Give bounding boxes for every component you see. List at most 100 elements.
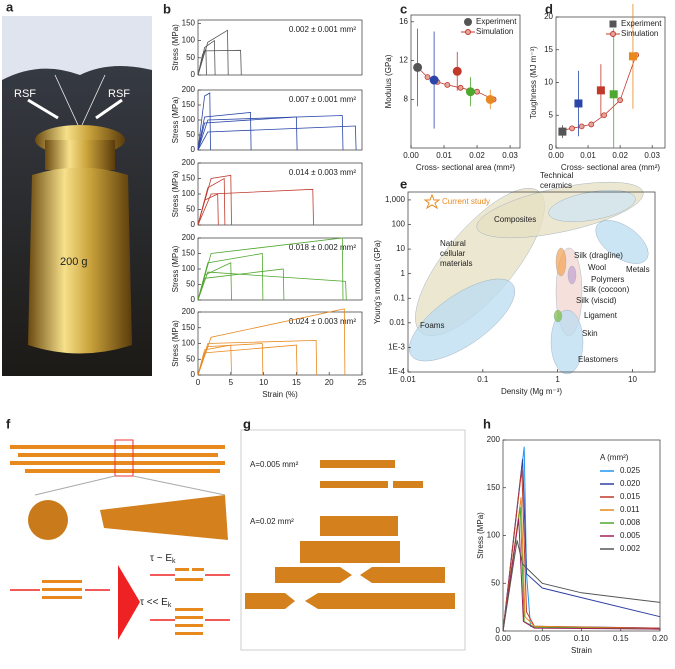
x-axis-label: Strain (%) xyxy=(262,390,298,399)
annotation: 0.007 ± 0.001 mm² xyxy=(289,95,356,104)
tau-label: τ << Ek xyxy=(140,597,172,609)
region-label: Technical xyxy=(540,171,574,180)
region-label: Ligament xyxy=(584,311,618,320)
x-tick-label: 10 xyxy=(628,375,637,384)
x-tick-label: 0.20 xyxy=(652,634,668,643)
y-tick-label: 100 xyxy=(182,115,196,124)
y-axis-label: Stress (MPa) xyxy=(171,24,180,71)
gloves xyxy=(2,16,152,80)
plot-frame xyxy=(410,14,521,149)
curve xyxy=(197,115,344,151)
x-tick-label: 0.1 xyxy=(477,375,489,384)
x-axis-label: Cross- sectional area (mm²) xyxy=(416,163,515,172)
region-label: Silk (viscid) xyxy=(576,296,617,305)
legend-label: 0.015 xyxy=(620,492,641,501)
simulation-point xyxy=(444,81,451,88)
panel-label: g xyxy=(243,416,251,431)
weight-neck xyxy=(45,140,115,170)
fiber xyxy=(245,593,455,609)
y-tick-label: 0 xyxy=(191,70,196,79)
simulation-point xyxy=(578,123,585,130)
x-tick-label: 0 xyxy=(196,378,201,387)
y-tick-label: 50 xyxy=(186,354,195,363)
region-label: Silk (dragline) xyxy=(574,251,623,260)
arrow xyxy=(95,98,123,120)
x-axis-label: Strain xyxy=(571,646,592,655)
region-label: Natural xyxy=(440,239,466,248)
curve xyxy=(197,174,232,226)
fiber xyxy=(393,481,423,488)
diagram-g: g A=0.005 mm² A=0.02 mm² xyxy=(240,416,466,651)
material-region xyxy=(550,309,584,375)
curve xyxy=(197,188,314,226)
fiber xyxy=(81,74,106,126)
y-tick-label: 1E-4 xyxy=(388,367,405,376)
panel-label: a xyxy=(6,0,14,14)
curve xyxy=(197,177,226,226)
legend-marker xyxy=(610,31,616,37)
simulation-point xyxy=(424,74,431,81)
bundle xyxy=(100,495,228,540)
curve xyxy=(197,125,357,151)
y-tick-label: 0 xyxy=(549,143,554,152)
legend-label: 0.025 xyxy=(620,466,641,475)
rsf-label: RSF xyxy=(108,88,130,100)
y-tick-label: 0.01 xyxy=(389,318,405,327)
simulation-point xyxy=(617,97,624,104)
y-tick-label: 200 xyxy=(182,233,196,242)
x-tick-label: 0.00 xyxy=(403,151,419,160)
annotation: 0.018 ± 0.002 mm² xyxy=(289,243,356,252)
y-tick-label: 200 xyxy=(182,307,196,316)
curve xyxy=(197,112,252,151)
region-label: Metals xyxy=(626,265,650,274)
curve xyxy=(197,92,211,151)
fiber xyxy=(320,460,395,468)
y-tick-label: 8 xyxy=(404,95,409,104)
x-tick-label: 0.01 xyxy=(580,151,596,160)
region-label: Current study xyxy=(442,197,490,206)
panel-label: e xyxy=(400,176,407,191)
simulation-point xyxy=(588,121,595,128)
y-tick-label: 50 xyxy=(186,130,195,139)
star xyxy=(423,193,441,210)
fiber xyxy=(300,541,400,563)
x-tick-label: 0.15 xyxy=(613,634,629,643)
x-tick-label: 0.03 xyxy=(502,151,518,160)
region-label: Composites xyxy=(494,215,536,224)
experiment-point xyxy=(596,86,605,95)
region-label: Silk (cocoon) xyxy=(583,285,630,294)
experiment-point xyxy=(609,90,618,99)
x-axis-label: Cross- sectional area (mm²) xyxy=(561,163,660,172)
panel-label: b xyxy=(163,1,171,16)
simulation-point xyxy=(569,125,575,132)
x-tick-label: 0.02 xyxy=(469,151,485,160)
y-tick-label: 100 xyxy=(487,531,501,540)
y-tick-label: 150 xyxy=(182,249,196,258)
region-label: Polymers xyxy=(591,275,624,284)
x-tick-label: 0.01 xyxy=(436,151,452,160)
legend-marker xyxy=(465,29,471,35)
y-axis-label: Stress (MPa) xyxy=(171,245,180,292)
plot-frame xyxy=(407,191,656,373)
rod xyxy=(18,453,218,457)
simulation-point xyxy=(457,84,464,91)
y-tick-label: 150 xyxy=(182,100,196,109)
legend-label: Simulation xyxy=(621,29,658,38)
rod xyxy=(25,469,220,473)
region-label: Wool xyxy=(588,263,606,272)
legend-label: Experiment xyxy=(476,17,517,26)
rsf-label: RSF xyxy=(14,88,36,100)
y-tick-label: 50 xyxy=(186,280,195,289)
legend-marker xyxy=(609,20,617,28)
x-tick-label: 5 xyxy=(229,378,234,387)
weight-label: 200 g xyxy=(60,256,88,268)
rod xyxy=(10,445,225,449)
material-region xyxy=(553,309,563,323)
y-axis-label: Stress (MPa) xyxy=(171,170,180,217)
curve xyxy=(502,518,661,632)
